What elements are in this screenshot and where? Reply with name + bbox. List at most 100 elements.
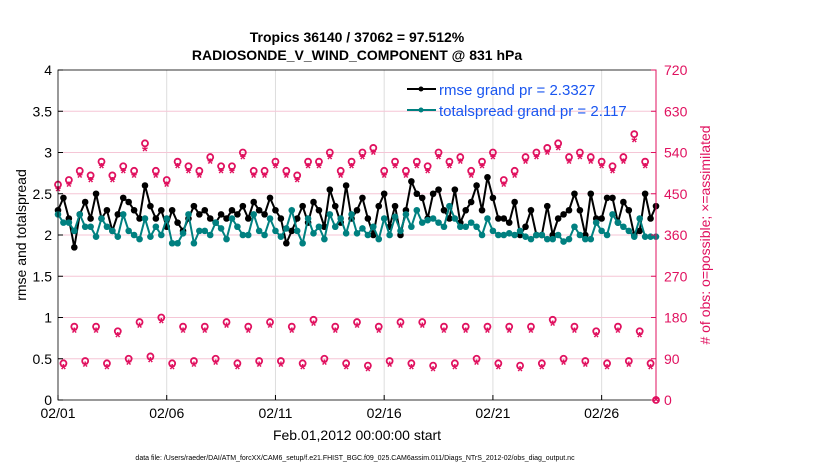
rmse-point bbox=[418, 194, 426, 202]
obs-assimilated-point: * bbox=[321, 356, 327, 373]
obs-assimilated-point: * bbox=[588, 156, 594, 173]
y-tick-label: 0 bbox=[44, 392, 52, 408]
obs-assimilated-point: * bbox=[495, 361, 501, 378]
obs-possible-point bbox=[543, 144, 552, 152]
obs-assimilated-point: * bbox=[109, 174, 115, 191]
obs-assimilated-point: * bbox=[550, 317, 556, 334]
obs-possible-point bbox=[630, 130, 639, 139]
totalspread-point bbox=[549, 235, 557, 243]
obs-assimilated-point: * bbox=[311, 317, 317, 334]
rmse-point bbox=[467, 198, 475, 206]
obs-possible-point bbox=[456, 153, 465, 161]
rmse-point bbox=[587, 190, 595, 198]
y2-tick-label: 360 bbox=[664, 227, 688, 243]
rmse-point bbox=[342, 182, 350, 189]
obs-possible-point bbox=[597, 157, 606, 166]
obs-assimilated-point: * bbox=[267, 320, 273, 337]
obs-possible-point bbox=[266, 318, 274, 326]
rmse-point bbox=[266, 194, 274, 202]
rmse-point bbox=[310, 198, 317, 206]
obs-assimilated-point: * bbox=[419, 320, 425, 337]
rmse-point bbox=[217, 211, 225, 218]
obs-assimilated-point: * bbox=[593, 329, 599, 346]
totalspread-point bbox=[456, 223, 464, 231]
obs-assimilated-point: * bbox=[501, 179, 507, 196]
obs-assimilated-point: * bbox=[99, 160, 105, 177]
rmse-point bbox=[603, 194, 611, 202]
totalspread-point bbox=[598, 227, 605, 235]
rmse-point bbox=[489, 194, 497, 202]
rmse-point bbox=[92, 190, 100, 198]
totalspread-point bbox=[201, 227, 209, 235]
obs-assimilated-point: * bbox=[305, 160, 311, 177]
obs-possible-point bbox=[81, 357, 90, 365]
totalspread-point bbox=[478, 231, 486, 239]
obs-assimilated-point: * bbox=[360, 151, 366, 168]
totalspread-point bbox=[190, 239, 198, 247]
obs-possible-point bbox=[407, 359, 416, 368]
obs-assimilated-point: * bbox=[262, 169, 268, 186]
obs-possible-point bbox=[331, 322, 340, 331]
totalspread-point bbox=[582, 235, 589, 243]
legend-rmse-label: rmse grand pr = 2.3327 bbox=[439, 82, 595, 99]
obs-possible-point bbox=[157, 313, 166, 322]
obs-assimilated-point: * bbox=[512, 169, 518, 186]
y2-tick-label: 540 bbox=[664, 145, 688, 161]
totalspread-point bbox=[402, 211, 410, 218]
rmse-point bbox=[522, 223, 529, 231]
totalspread-point bbox=[348, 211, 355, 218]
obs-possible-point bbox=[369, 144, 378, 152]
obs-possible-point bbox=[521, 153, 530, 161]
totalspread-point bbox=[353, 230, 361, 237]
rmse-point bbox=[201, 206, 209, 214]
obs-possible-point bbox=[380, 166, 389, 175]
totalspread-point bbox=[467, 219, 475, 226]
obs-possible-point bbox=[581, 357, 590, 365]
totalspread-point bbox=[337, 215, 344, 222]
obs-possible-point bbox=[108, 171, 117, 180]
obs-assimilated-point: * bbox=[533, 151, 539, 168]
y-tick-label: 1 bbox=[44, 310, 52, 326]
rmse-point bbox=[293, 215, 301, 222]
obs-possible-point bbox=[244, 322, 253, 331]
totalspread-point bbox=[543, 235, 551, 243]
totalspread-point bbox=[98, 215, 105, 222]
obs-assimilated-point: * bbox=[620, 156, 626, 173]
obs-possible-point bbox=[467, 166, 476, 175]
totalspread-point bbox=[370, 223, 377, 231]
obs-possible-point bbox=[559, 354, 568, 363]
totalspread-point bbox=[304, 215, 312, 222]
obs-assimilated-point: * bbox=[642, 160, 648, 177]
obs-possible-point bbox=[440, 322, 448, 331]
obs-possible-point bbox=[309, 315, 318, 324]
y2-tick-label: 630 bbox=[664, 103, 688, 119]
rmse-point bbox=[331, 202, 339, 210]
rmse-point bbox=[261, 211, 268, 218]
rmse-point bbox=[576, 206, 584, 214]
obs-assimilated-point: * bbox=[218, 165, 224, 182]
obs-assimilated-point: * bbox=[256, 359, 262, 376]
rmse-point bbox=[636, 227, 643, 235]
y2-tick-label: 720 bbox=[664, 62, 688, 78]
totalspread-point bbox=[609, 211, 616, 218]
obs-possible-point bbox=[614, 322, 622, 331]
obs-possible-point bbox=[554, 139, 563, 148]
totalspread-point bbox=[261, 231, 268, 239]
obs-possible-point bbox=[494, 359, 503, 368]
obs-assimilated-point: * bbox=[457, 156, 463, 173]
totalspread-point bbox=[293, 227, 301, 235]
x-tick-label: 02/21 bbox=[475, 405, 510, 421]
obs-assimilated-point: * bbox=[294, 174, 300, 191]
obs-assimilated-point: * bbox=[186, 165, 192, 182]
obs-possible-point bbox=[211, 354, 220, 363]
totalspread-point bbox=[125, 227, 132, 235]
obs-assimilated-point: * bbox=[648, 361, 654, 378]
rmse-point bbox=[391, 202, 399, 210]
totalspread-point bbox=[321, 235, 328, 243]
obs-possible-point bbox=[276, 357, 285, 365]
totalspread-point bbox=[505, 230, 513, 237]
obs-possible-point bbox=[423, 162, 432, 171]
rmse-point bbox=[196, 211, 203, 218]
y2-tick-label: 450 bbox=[664, 186, 688, 202]
